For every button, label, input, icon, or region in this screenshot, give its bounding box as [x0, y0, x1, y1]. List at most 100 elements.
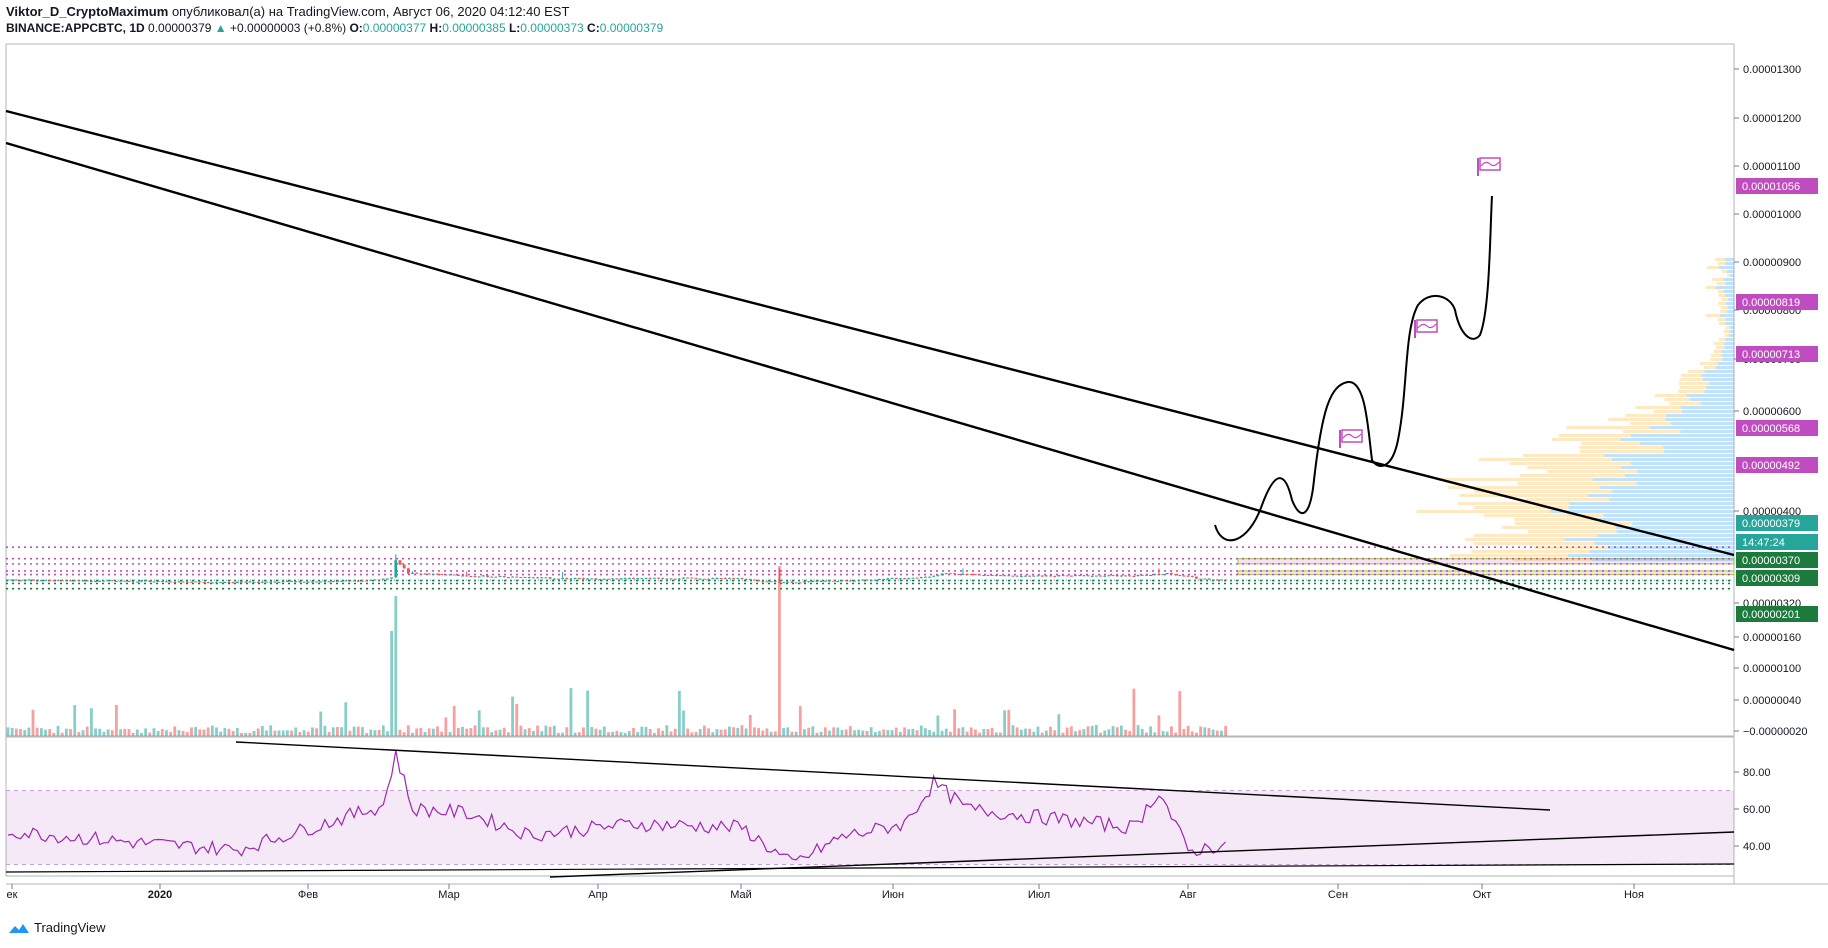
volume-bar [1019, 729, 1023, 736]
profile-bar-buy [1649, 426, 1734, 429]
volume-bar [60, 732, 64, 736]
volume-bar [978, 732, 982, 736]
candle-body [185, 581, 189, 583]
candle-body [907, 578, 911, 580]
volume-bar [823, 727, 827, 736]
candle-body [990, 574, 994, 576]
volume-bar [949, 731, 952, 736]
candle-body [331, 581, 335, 583]
candle-body [627, 578, 631, 580]
candle-body [48, 579, 52, 581]
price-tag-label: 14:47:24 [1742, 537, 1785, 549]
volume-bar [64, 728, 68, 736]
profile-bar-buy [1705, 386, 1734, 389]
candle-body [131, 581, 135, 583]
candle-body [85, 580, 89, 582]
volume-bar [915, 730, 919, 736]
volume-bar [540, 731, 544, 736]
candle-body [169, 581, 173, 583]
volume-bar [1190, 731, 1194, 736]
volume-bar [507, 732, 510, 736]
volume-bar [999, 732, 1002, 736]
candle-body [477, 576, 481, 578]
candle-body [306, 581, 310, 583]
volume-bar [1161, 731, 1165, 736]
candle-body [602, 578, 606, 580]
volume-bar [148, 732, 152, 736]
profile-bar-sell [1438, 478, 1593, 481]
candle-body [1119, 575, 1123, 577]
volume-bar [294, 727, 298, 736]
volume-bar [1074, 731, 1077, 736]
volume-bar [185, 732, 189, 736]
candle-body [115, 580, 118, 582]
candle-body [757, 579, 760, 582]
candle-body [561, 578, 565, 580]
volume-bar [85, 726, 89, 736]
volume-bar [27, 727, 31, 736]
publish-info: опубликовал(а) на TradingView.com, Авгус… [171, 4, 570, 19]
tradingview-brand[interactable]: TradingView [8, 920, 106, 935]
candle-body [394, 560, 398, 578]
flag-icon [1477, 157, 1501, 176]
candle-body [98, 580, 102, 582]
profile-bar-buy [1730, 274, 1734, 277]
volume-bar [869, 727, 873, 736]
volume-bar [511, 696, 514, 736]
symbol-name[interactable]: BINANCE:APPCBTC, 1D [6, 21, 145, 35]
volume-bar [840, 730, 844, 736]
candle-body [1024, 575, 1027, 577]
volume-bar [719, 729, 723, 736]
candle-body [223, 581, 227, 583]
candle-body [127, 580, 131, 582]
candle-body [527, 577, 531, 579]
volume-bar [515, 703, 519, 736]
profile-bar-buy [1725, 318, 1734, 321]
volume-bar [490, 732, 494, 736]
price-tag-resistance: 0.00000492 [1736, 457, 1818, 473]
candle-body [1065, 575, 1069, 577]
candle-body [1044, 575, 1048, 577]
profile-bar-sell [1720, 306, 1728, 309]
profile-bar-buy [1615, 526, 1734, 529]
candle-body [1153, 574, 1157, 576]
volume-profile [1416, 258, 1734, 561]
candle-body [398, 560, 402, 565]
volume-bar [219, 731, 223, 736]
profile-bar-buy [1611, 490, 1734, 493]
volume-bar [932, 731, 936, 736]
supply-zones [1237, 558, 1735, 576]
candle-body [607, 578, 610, 580]
volume-bar [1178, 691, 1182, 736]
volume-bar [619, 732, 623, 736]
candle-body [244, 581, 248, 583]
volume-bar [1094, 725, 1098, 736]
volume-bar [1119, 725, 1123, 736]
candle-body [778, 581, 781, 583]
price-pane-frame [5, 43, 1735, 737]
trendlines [5, 109, 1735, 652]
volume-bar [669, 731, 673, 736]
candle-body [469, 576, 473, 578]
volume-bar [235, 727, 239, 736]
volume-bar [1032, 731, 1036, 736]
candle-body [23, 579, 27, 581]
volume-bar [452, 705, 456, 736]
volume-bar [590, 727, 594, 736]
candle-body [903, 578, 906, 580]
profile-bar-buy [1728, 298, 1734, 301]
candle-body [156, 581, 160, 583]
brand-name: TradingView [34, 920, 106, 935]
volume-bar [144, 728, 148, 736]
candle-body [1145, 574, 1148, 576]
volume-bar [657, 728, 660, 736]
profile-bar-sell [1459, 494, 1588, 497]
volume-bar [928, 730, 931, 736]
author-name[interactable]: Viktor_D_CryptoMaximum [6, 4, 169, 19]
candle-body [173, 581, 177, 583]
price-axis-tick-label: 0.00000100 [1743, 663, 1801, 675]
candle-body [202, 581, 206, 583]
volume-bar [252, 730, 256, 736]
profile-bar-sell [1525, 498, 1609, 501]
